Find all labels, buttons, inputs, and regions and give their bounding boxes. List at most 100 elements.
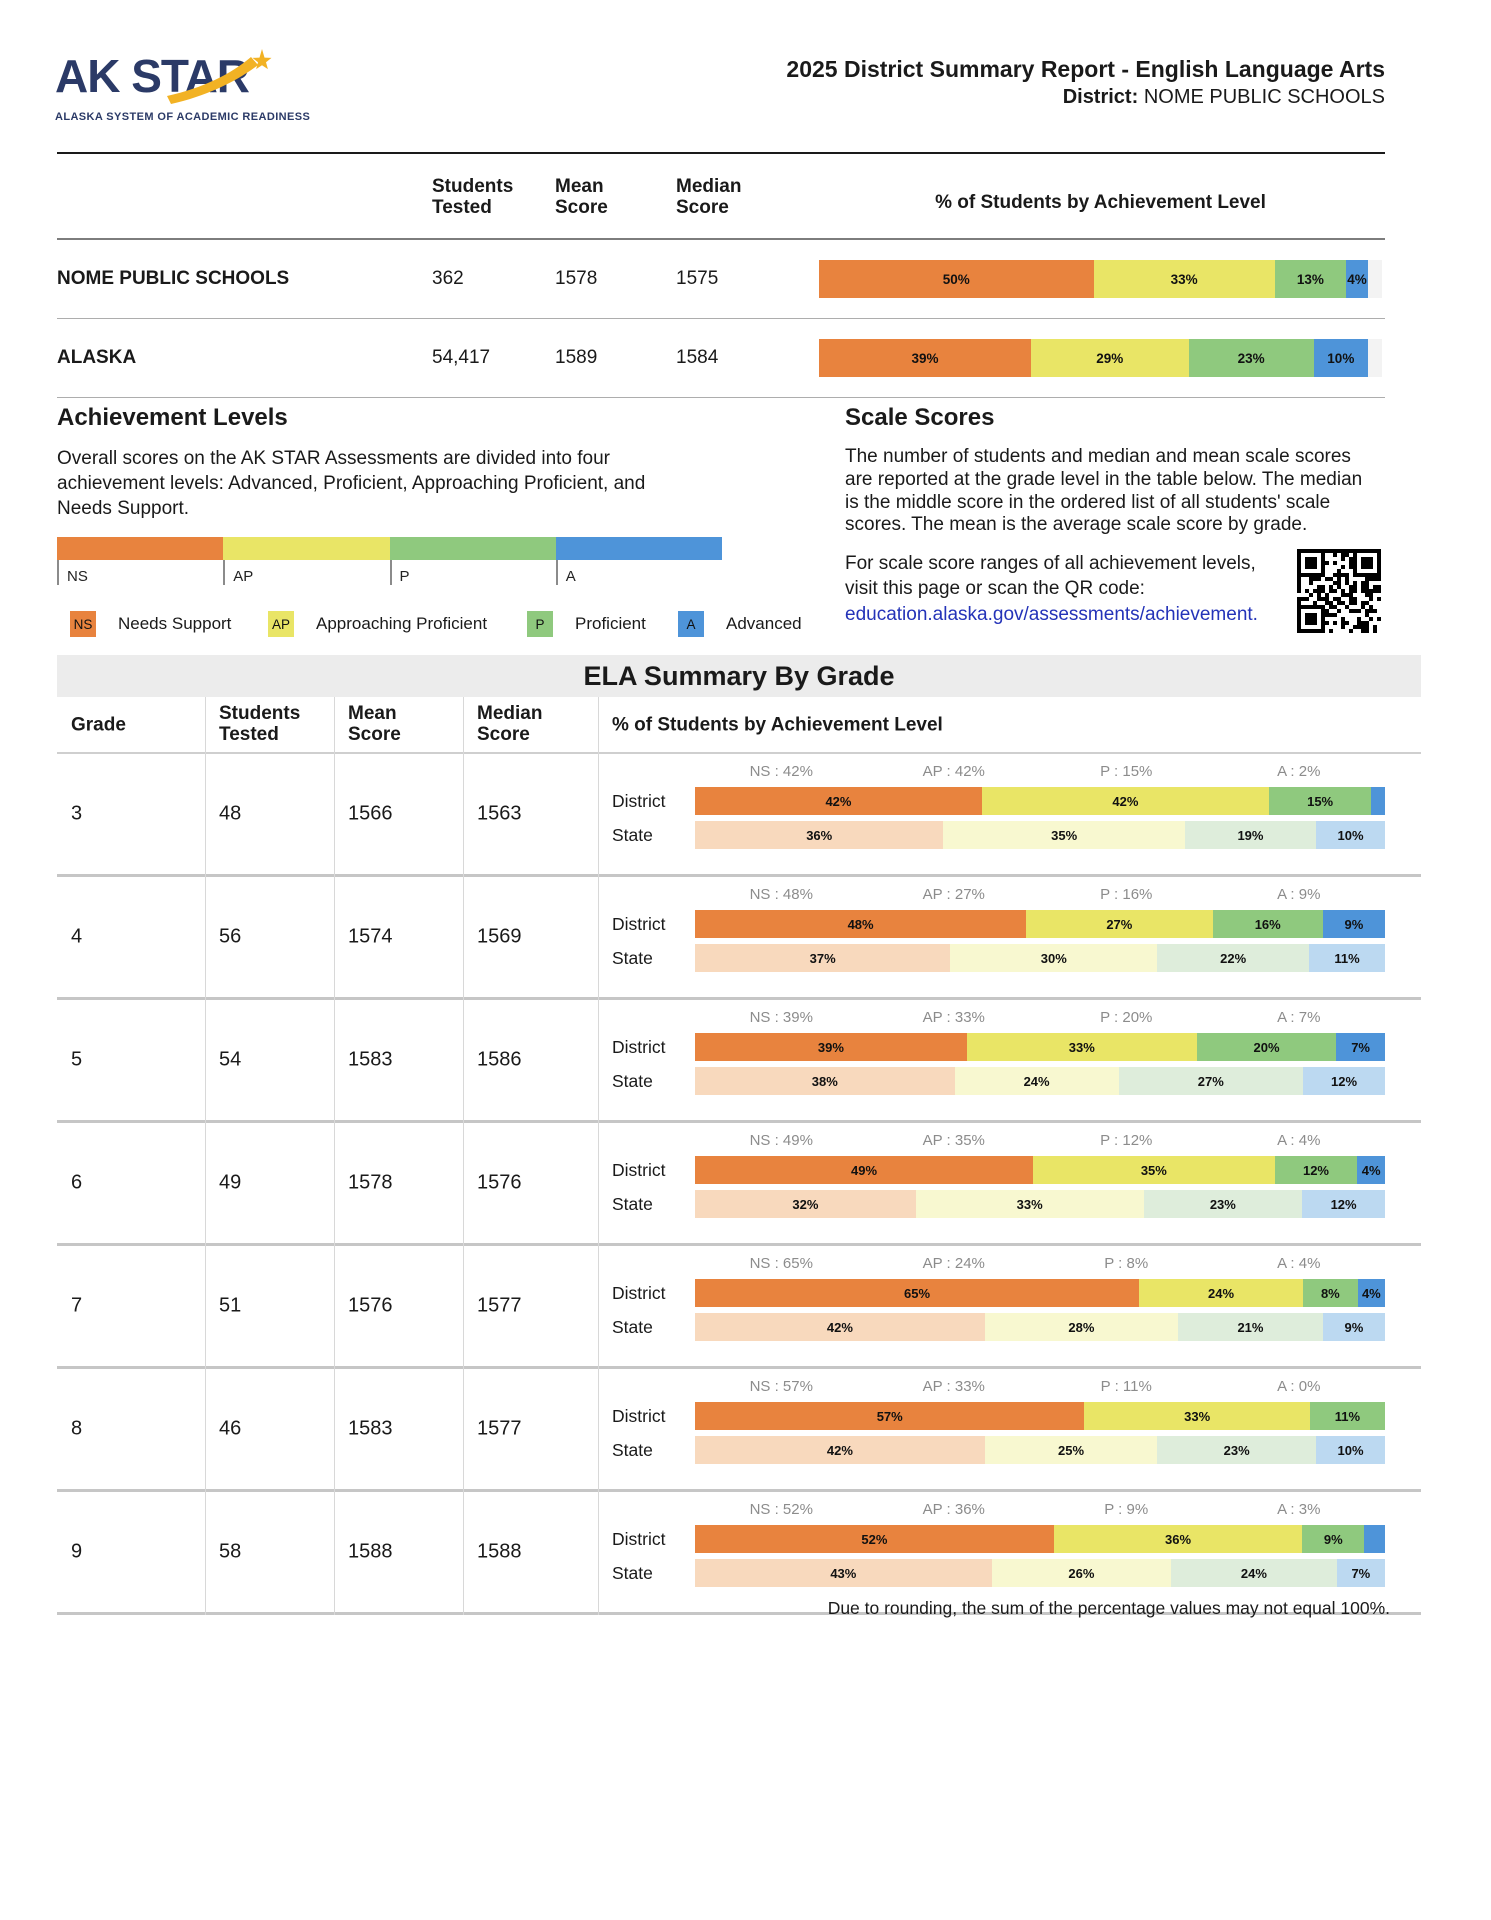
level-summary-label: NS : 52%: [749, 1501, 813, 1518]
level-summary-label: P : 15%: [1100, 763, 1153, 780]
level-summary-label: A : 4%: [1277, 1132, 1321, 1149]
district-name: NOME PUBLIC SCHOOLS: [1143, 86, 1385, 108]
summary-table-header: Students Tested Mean Score Median Score …: [57, 168, 1385, 238]
akstar-logo: AK STAR ALASKA SYSTEM OF ACADEMIC READIN…: [55, 48, 385, 123]
bar-segment: 36%: [695, 821, 944, 849]
bar-segment: 42%: [695, 787, 982, 815]
achievement-levels-heading: Achievement Levels: [57, 404, 288, 431]
mean-score-value: 1588: [348, 1540, 393, 1563]
district-stacked-bar: 65% 24% 8% 4%: [695, 1279, 1385, 1307]
grade-row: 6 49 1578 1576 NS : 49% AP : 35% P : 12% A …: [57, 1120, 1421, 1243]
level-summary-labels: NS : 65% AP : 24% P : 8% A : 4%: [695, 1255, 1385, 1272]
students-tested-value: 362: [432, 268, 464, 289]
mean-score-value: 1589: [555, 347, 598, 368]
state-row-label: State: [612, 1070, 653, 1091]
grade-value: 7: [71, 1294, 83, 1317]
bar-segment: 4%: [1346, 260, 1368, 298]
district-stacked-bar: 48% 27% 16% 9%: [695, 910, 1385, 938]
students-tested-value: 51: [219, 1294, 242, 1317]
district-row-label: District: [612, 1036, 666, 1057]
bar-segment: 10%: [1316, 1436, 1385, 1464]
grade-value: 8: [71, 1417, 83, 1440]
median-score-value: 1588: [477, 1540, 522, 1563]
scale-tick-ns: NS: [57, 560, 88, 586]
district-row-label: District: [612, 1282, 666, 1303]
bar-segment: 12%: [1303, 1067, 1385, 1095]
col-median-score: Median Score: [676, 176, 742, 219]
bar-segment: 50%: [819, 260, 1094, 298]
district-row-label: District: [612, 913, 666, 934]
achievement-stacked-bar: 39% 29% 23% 10%: [819, 339, 1382, 377]
district-summary-table: Students Tested Mean Score Median Score …: [57, 168, 1385, 398]
col-students-tested: Students Tested: [219, 703, 301, 746]
bar-segment: 10%: [1313, 339, 1368, 377]
column-divider: [205, 697, 206, 1615]
legend-item-ns: NS Needs Support: [70, 611, 231, 638]
median-score-value: 1569: [477, 925, 522, 948]
bar-segment: 22%: [1157, 944, 1310, 972]
achievement-stacked-bar: 50% 33% 13% 4%: [819, 260, 1382, 298]
state-stacked-bar: 43% 26% 24% 7%: [695, 1559, 1385, 1587]
bar-segment: 35%: [1033, 1156, 1275, 1184]
achievement-levels-section: Achievement Levels Overall scores on the…: [57, 404, 802, 639]
col-median-score: Median Score: [477, 703, 543, 746]
bar-segment: 24%: [1139, 1279, 1304, 1307]
bar-segment: 25%: [984, 1436, 1158, 1464]
district-stacked-bar: 49% 35% 12% 4%: [695, 1156, 1385, 1184]
bar-segment: 65%: [695, 1279, 1140, 1307]
logo-wordmark: AK STAR: [55, 50, 250, 102]
level-summary-label: AP : 42%: [922, 763, 985, 780]
state-stacked-bar: 42% 28% 21% 9%: [695, 1313, 1385, 1341]
state-row-label: State: [612, 947, 653, 968]
level-summary-label: AP : 27%: [922, 886, 985, 903]
level-summary-label: NS : 57%: [749, 1378, 813, 1395]
bar-segment: 11%: [1309, 944, 1385, 972]
mean-score-value: 1576: [348, 1294, 393, 1317]
bar-segment: 42%: [695, 1313, 985, 1341]
grade-row: 8 46 1583 1577 NS : 57% AP : 33% P : 11% A …: [57, 1366, 1421, 1489]
scale-tick-ap: AP: [223, 560, 253, 586]
achievement-bar-segments: 50% 33% 13% 4%: [819, 260, 1368, 298]
achievement-legend: NS Needs Support AP Approaching Proficient P…: [57, 611, 802, 639]
qr-note-text: For scale score ranges of all achievemen…: [845, 553, 1256, 600]
achievement-link[interactable]: education.alaska.gov/assessments/achieve…: [845, 603, 1258, 625]
scale-segment: [57, 537, 224, 561]
bar-segment: 4%: [1357, 1156, 1385, 1184]
bar-segment: 35%: [943, 821, 1185, 849]
bar-segment: 38%: [695, 1067, 955, 1095]
legend-label: Approaching Proficient: [316, 614, 488, 634]
row-name: NOME PUBLIC SCHOOLS: [57, 268, 290, 289]
legend-chip-a: A: [678, 611, 704, 638]
district-stacked-bar: 42% 42% 15%: [695, 787, 1385, 815]
bar-segment: 48%: [695, 910, 1027, 938]
level-summary-labels: NS : 42% AP : 42% P : 15% A : 2%: [695, 763, 1385, 780]
students-tested-value: 56: [219, 925, 242, 948]
legend-item-p: P Proficient: [527, 611, 646, 638]
bar-segment: 24%: [1171, 1559, 1337, 1587]
scale-segment: [223, 537, 390, 561]
grade-value: 9: [71, 1540, 83, 1563]
column-divider: [463, 697, 464, 1615]
bar-segment: 24%: [954, 1067, 1119, 1095]
akstar-logo-art: AK STAR: [55, 49, 272, 104]
state-stacked-bar: 38% 24% 27% 12%: [695, 1067, 1385, 1095]
bar-segment: 36%: [1053, 1525, 1303, 1553]
level-summary-label: NS : 49%: [749, 1132, 813, 1149]
scale-tick-p: P: [389, 560, 410, 586]
level-summary-label: P : 12%: [1100, 1132, 1153, 1149]
students-tested-value: 48: [219, 802, 242, 825]
level-summary-label: A : 7%: [1277, 1009, 1321, 1026]
level-summary-label: AP : 24%: [922, 1255, 985, 1272]
bar-segment: 12%: [1302, 1190, 1385, 1218]
bar-segment: 4%: [1357, 1279, 1385, 1307]
level-summary-label: P : 8%: [1104, 1255, 1149, 1272]
legend-chip-ap: AP: [268, 611, 294, 638]
col-pct-achievement: % of Students by Achievement Level: [612, 713, 943, 735]
district-label: District:: [1062, 86, 1139, 108]
report-title: 2025 District Summary Report - English L…: [786, 56, 1385, 82]
district-stacked-bar: 52% 36% 9%: [695, 1525, 1385, 1553]
district-line: District: NOME PUBLIC SCHOOLS: [786, 86, 1385, 109]
students-tested-value: 54,417: [432, 347, 491, 368]
bar-segment: 9%: [1322, 1313, 1385, 1341]
